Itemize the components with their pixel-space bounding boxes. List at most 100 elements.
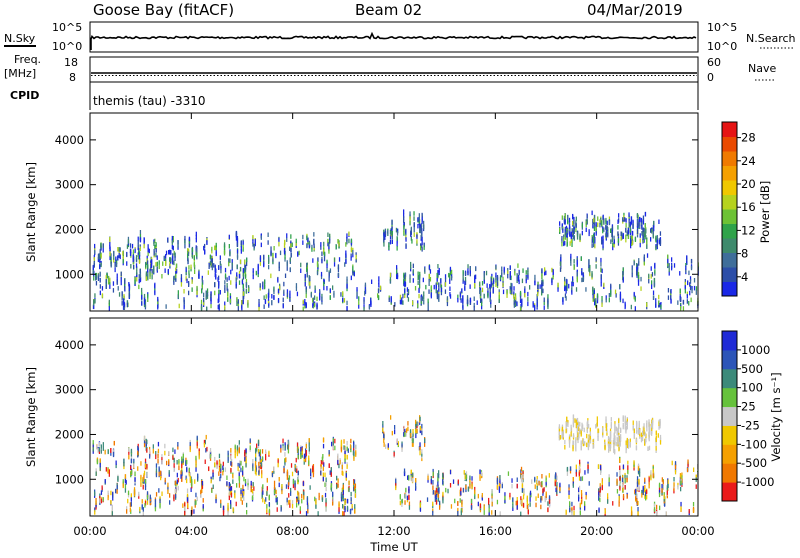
data-cell — [184, 300, 185, 305]
data-cell — [353, 444, 354, 449]
data-cell — [391, 231, 392, 236]
data-cell — [238, 299, 239, 304]
data-cell — [435, 490, 436, 495]
data-cell — [192, 248, 193, 253]
data-cell — [442, 473, 443, 478]
data-cell — [589, 232, 590, 237]
data-cell — [345, 253, 346, 257]
data-cell — [348, 488, 349, 493]
data-cell — [594, 227, 595, 232]
data-cell — [613, 236, 614, 241]
data-cell — [337, 239, 338, 244]
data-cell — [528, 510, 529, 515]
data-cell — [228, 457, 229, 462]
data-cell — [467, 264, 468, 269]
data-cell — [541, 481, 542, 486]
data-cell — [93, 447, 94, 452]
data-cell — [610, 433, 611, 438]
data-cell — [497, 485, 498, 490]
data-cell — [138, 492, 139, 497]
data-cell — [242, 485, 243, 490]
data-cell — [199, 455, 200, 460]
data-cell — [131, 502, 132, 507]
data-cell — [323, 444, 324, 449]
data-cell — [233, 507, 234, 512]
data-cell — [481, 472, 482, 477]
data-cell — [635, 238, 636, 243]
data-cell — [122, 296, 123, 301]
data-cell — [144, 503, 145, 508]
data-cell — [141, 301, 142, 306]
data-cell — [287, 498, 288, 503]
data-cell — [522, 474, 523, 479]
data-cell — [339, 257, 340, 262]
data-cell — [343, 490, 344, 495]
data-cell — [356, 287, 357, 292]
data-cell — [315, 504, 316, 509]
colorbar-swatch — [722, 253, 737, 268]
data-cell — [653, 295, 654, 300]
data-cell — [181, 278, 182, 283]
data-cell — [306, 263, 307, 268]
data-cell — [645, 433, 646, 438]
power-colorbar-label: Power [dB] — [758, 181, 772, 244]
colorbar-swatch — [722, 282, 737, 297]
data-cell — [587, 420, 588, 425]
data-cell — [220, 464, 221, 469]
data-cell — [298, 471, 299, 476]
data-cell — [131, 470, 132, 475]
data-cell — [490, 293, 491, 298]
data-cell — [155, 262, 156, 267]
data-cell — [413, 269, 414, 274]
data-cell — [480, 290, 481, 295]
data-cell — [623, 276, 624, 281]
data-cell — [245, 463, 246, 468]
data-cell — [640, 233, 641, 238]
data-cell — [314, 497, 315, 502]
data-cell — [510, 265, 511, 270]
data-cell — [509, 493, 510, 498]
data-cell — [153, 444, 154, 449]
data-cell — [161, 492, 162, 497]
data-cell — [351, 247, 352, 252]
data-cell — [412, 429, 413, 434]
data-cell — [113, 255, 114, 259]
data-cell — [438, 493, 439, 498]
data-cell — [641, 218, 642, 223]
data-cell — [262, 490, 263, 495]
data-cell — [571, 232, 572, 237]
data-cell — [235, 445, 236, 450]
data-cell — [126, 253, 127, 258]
data-cell — [242, 466, 243, 471]
data-cell — [461, 500, 462, 505]
data-cell — [264, 280, 265, 285]
data-cell — [178, 486, 179, 491]
data-cell — [405, 493, 406, 498]
data-cell — [327, 233, 328, 238]
data-cell — [480, 504, 481, 509]
data-cell — [387, 230, 388, 235]
data-cell — [244, 452, 245, 457]
data-cell — [149, 249, 150, 254]
data-cell — [241, 306, 242, 311]
data-cell — [356, 292, 357, 297]
data-cell — [527, 500, 528, 505]
data-cell — [592, 287, 593, 292]
data-cell — [226, 476, 227, 481]
data-cell — [567, 423, 568, 428]
data-cell — [112, 511, 113, 516]
data-cell — [573, 282, 574, 287]
data-cell — [433, 472, 434, 477]
data-cell — [133, 265, 134, 270]
data-cell — [157, 459, 158, 464]
data-cell — [188, 281, 189, 286]
data-cell — [574, 229, 575, 234]
data-cell — [116, 461, 117, 466]
data-cell — [415, 429, 416, 434]
data-cell — [203, 498, 204, 503]
data-cell — [269, 502, 270, 507]
data-cell — [139, 259, 140, 264]
data-cell — [275, 253, 276, 258]
data-cell — [511, 478, 512, 483]
